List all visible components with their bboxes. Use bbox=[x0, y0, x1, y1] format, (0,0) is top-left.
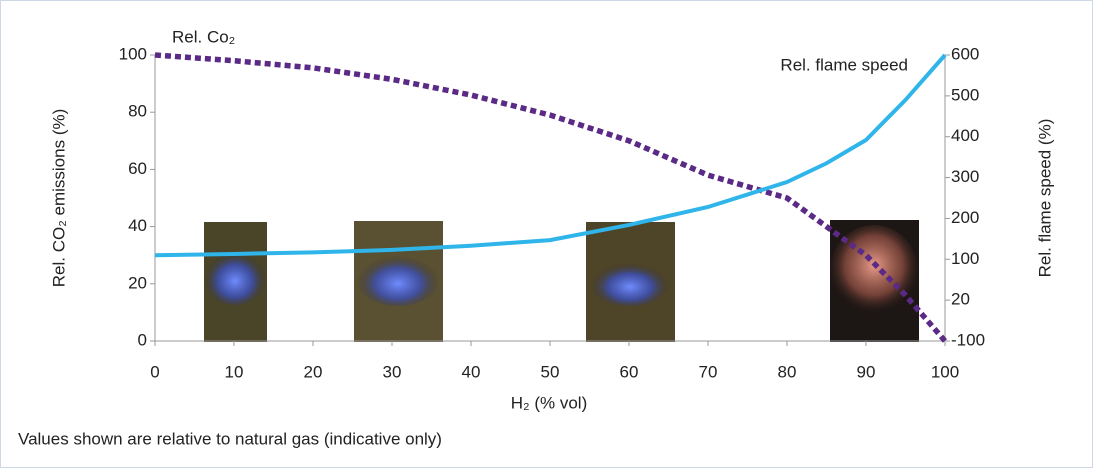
x-tick-label: 90 bbox=[857, 362, 876, 381]
series-line bbox=[155, 55, 945, 255]
y-tick-label: 100 bbox=[119, 44, 147, 63]
x-tick-label: 60 bbox=[620, 362, 639, 381]
series-label: Rel. flame speed bbox=[780, 55, 908, 74]
x-tick-label: 100 bbox=[931, 362, 959, 381]
y-tick-label: 60 bbox=[128, 159, 147, 178]
y-tick-label: 40 bbox=[128, 216, 147, 235]
page: H₂ (% vol) Rel. CO₂ emissions (%) Rel. f… bbox=[0, 0, 1093, 473]
y2-tick-label: 600 bbox=[951, 44, 979, 63]
series-label: Rel. Co₂ bbox=[172, 27, 235, 46]
x-tick-label: 0 bbox=[150, 362, 159, 381]
x-tick-label: 70 bbox=[699, 362, 718, 381]
x-tick-label: 20 bbox=[304, 362, 323, 381]
x-tick-label: 40 bbox=[462, 362, 481, 381]
y2-tick-label: -100 bbox=[951, 330, 985, 349]
photo-flame bbox=[356, 250, 440, 306]
photo-flame bbox=[590, 258, 670, 306]
y-tick-label: 20 bbox=[128, 273, 147, 292]
y2-tick-label: 500 bbox=[951, 85, 979, 104]
y2-tick-label: 20 bbox=[951, 290, 970, 309]
series-line bbox=[155, 55, 945, 341]
y2-tick-label: 200 bbox=[951, 208, 979, 227]
y2-tick-label: 100 bbox=[951, 249, 979, 268]
y2-tick-label: 400 bbox=[951, 126, 979, 145]
x-axis-label: H₂ (% vol) bbox=[511, 393, 588, 412]
x-tick-label: 80 bbox=[778, 362, 797, 381]
y-axis-label: Rel. CO₂ emissions (%) bbox=[49, 109, 68, 288]
y2-tick-label: 300 bbox=[951, 167, 979, 186]
x-tick-label: 30 bbox=[383, 362, 402, 381]
y2-axis-label: Rel. flame speed (%) bbox=[1035, 119, 1054, 278]
chart: H₂ (% vol) Rel. CO₂ emissions (%) Rel. f… bbox=[0, 0, 1093, 468]
x-tick-label: 50 bbox=[541, 362, 560, 381]
x-tick-label: 10 bbox=[225, 362, 244, 381]
footnote: Values shown are relative to natural gas… bbox=[18, 429, 442, 448]
y-tick-label: 80 bbox=[128, 102, 147, 121]
y-tick-label: 0 bbox=[138, 330, 147, 349]
